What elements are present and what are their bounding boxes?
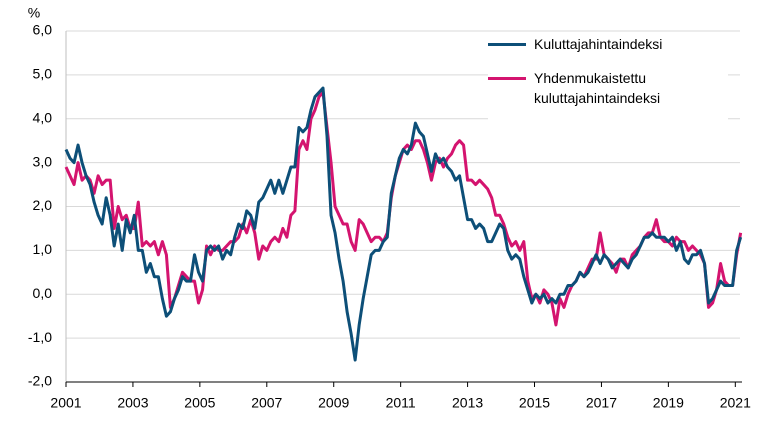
x-tick-label: 2019 [653,395,684,411]
x-tick-label: 2007 [251,395,282,411]
y-tick-label: 4,0 [33,109,53,125]
y-tick-label: -2,0 [28,373,52,389]
legend-label: Yhdenmukaistettu kuluttajahintaindeksi [534,70,661,106]
y-axis-label: % [28,5,40,21]
legend-swatch [488,43,526,46]
x-tick-label: 2017 [586,395,617,411]
x-tick-label: 2021 [720,395,751,411]
x-tick-label: 2011 [386,395,416,411]
x-tick-label: 2001 [50,395,81,411]
series-line [64,86,743,362]
y-tick-label: 3,0 [33,153,53,169]
x-tick-label: 2013 [452,395,483,411]
series-line [64,90,743,327]
legend: Kuluttajahintaindeksi Yhdenmukaistettu ku… [488,34,728,122]
x-tick-label: 2009 [318,395,349,411]
legend-swatch [488,77,526,80]
y-tick-label: 6,0 [33,22,53,38]
legend-item: Yhdenmukaistettu kuluttajahintaindeksi [488,68,728,108]
y-tick-label: 5,0 [33,66,53,82]
x-tick-label: 2015 [519,395,550,411]
y-tick-label: 0,0 [33,285,53,301]
legend-item: Kuluttajahintaindeksi [488,34,728,54]
legend-label: Kuluttajahintaindeksi [534,36,663,52]
y-tick-label: 1,0 [33,241,53,257]
x-tick-label: 2005 [184,395,215,411]
y-tick-label: 2,0 [33,197,53,213]
y-tick-label: -1,0 [28,329,52,345]
x-tick-label: 2003 [117,395,148,411]
